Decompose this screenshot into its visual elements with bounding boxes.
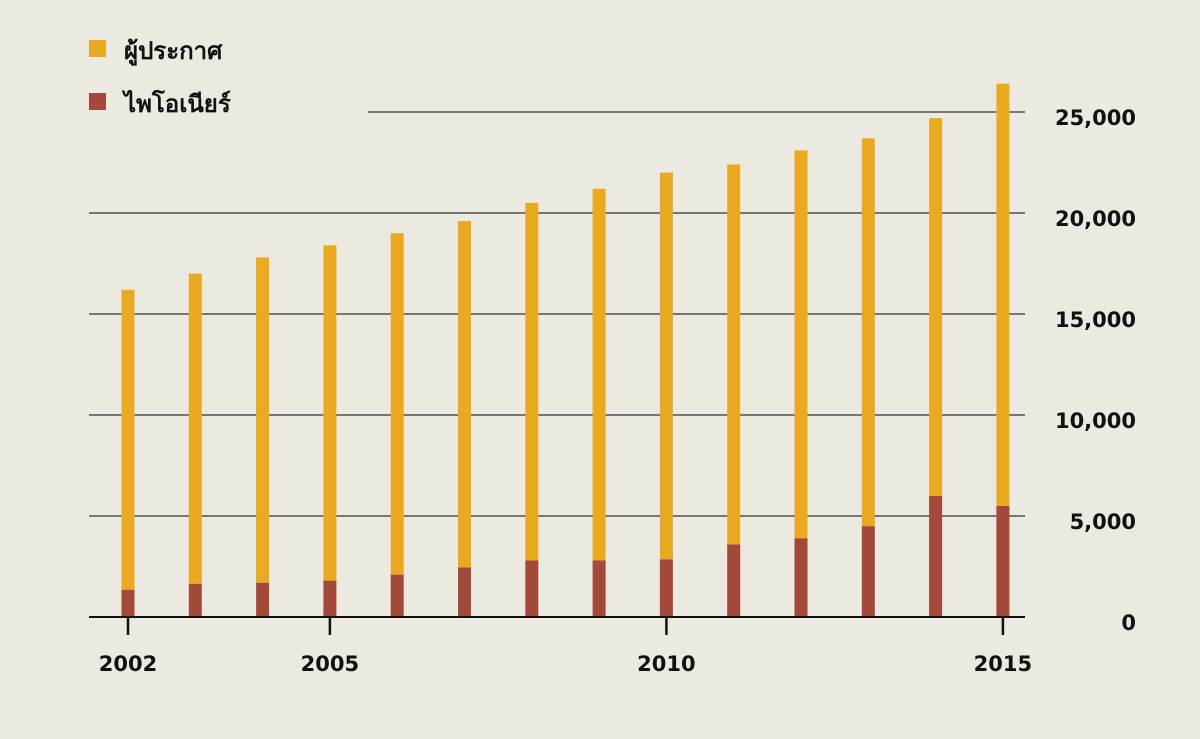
legend-item-pioneers: ไพโอเนียร์: [89, 89, 231, 118]
legend-swatch-pioneers: [89, 93, 106, 110]
bar-publishers-2006: [390, 233, 404, 575]
y-tick-label-5000: 5,000: [1070, 510, 1136, 534]
bar-pioneers-2015: [996, 505, 1010, 617]
bar-publishers-2008: [525, 202, 539, 561]
bars: [121, 83, 1010, 617]
bar-publishers-2013: [861, 138, 875, 527]
bar-publishers-2004: [256, 257, 270, 583]
legend-label-publishers: ผู้ประกาศ: [124, 37, 223, 66]
bar-pioneers-2013: [861, 526, 875, 617]
legend: ผู้ประกาศ ไพโอเนียร์: [89, 37, 231, 118]
bar-publishers-2012: [794, 150, 808, 539]
legend-item-publishers: ผู้ประกาศ: [89, 37, 223, 66]
bar-publishers-2015: [996, 83, 1010, 506]
bar-pioneers-2005: [323, 580, 337, 617]
x-tick-label-2010: 2010: [637, 652, 695, 676]
x-tick-label-2015: 2015: [974, 652, 1032, 676]
bar-publishers-2007: [458, 221, 471, 568]
bar-pioneers-2010: [659, 559, 673, 617]
bar-pioneers-2009: [592, 560, 606, 617]
y-tick-label-10000: 10,000: [1055, 409, 1136, 433]
x-tick-label-2002: 2002: [99, 652, 157, 676]
bar-publishers-2010: [659, 172, 673, 560]
x-axis: 2002 2005 2010 2015: [89, 616, 1032, 676]
legend-label-pioneers: ไพโอเนียร์: [121, 89, 231, 118]
bar-pioneers-2006: [390, 574, 404, 617]
y-tick-label-20000: 20,000: [1055, 207, 1136, 231]
legend-swatch-publishers: [89, 40, 106, 57]
y-tick-label-0: 0: [1121, 611, 1136, 635]
bar-pioneers-2007: [458, 567, 471, 617]
bar-pioneers-2004: [256, 582, 270, 617]
bar-pioneers-2011: [727, 544, 741, 617]
bar-publishers-2002: [121, 289, 135, 590]
gridlines: [89, 111, 1025, 517]
y-tick-label-15000: 15,000: [1055, 308, 1136, 332]
bar-publishers-2014: [929, 118, 943, 496]
bar-publishers-2009: [592, 188, 606, 561]
bar-pioneers-2003: [188, 583, 202, 617]
y-axis: 0 5,000 10,000 15,000 20,000 25,000: [1055, 106, 1136, 635]
bar-publishers-2011: [727, 164, 741, 545]
y-tick-label-25000: 25,000: [1055, 106, 1136, 130]
bar-publishers-2003: [188, 273, 202, 584]
bar-pioneers-2008: [525, 560, 539, 617]
bar-pioneers-2012: [794, 538, 808, 617]
bar-pioneers-2014: [929, 495, 943, 617]
bar-publishers-2005: [323, 245, 337, 581]
x-tick-label-2005: 2005: [301, 652, 359, 676]
bar-pioneers-2002: [121, 589, 135, 617]
